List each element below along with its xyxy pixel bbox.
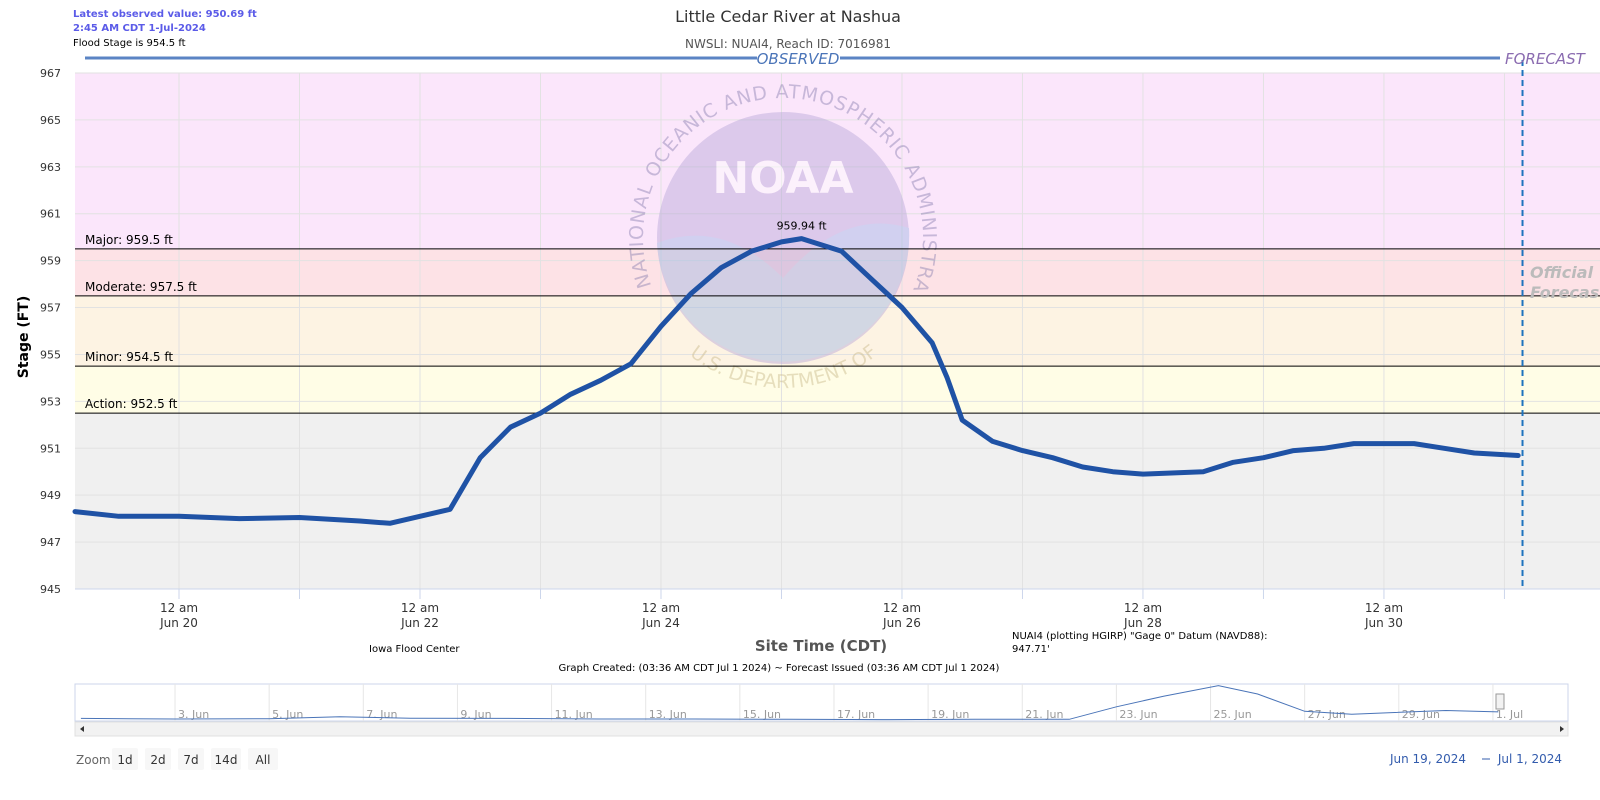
forecast-label: FORECAST	[1505, 50, 1587, 68]
scroll-arrow[interactable]	[1560, 726, 1564, 732]
navigator-handle[interactable]	[1495, 693, 1505, 710]
x-tick-label: 12 am	[1365, 601, 1403, 615]
observed-label: OBSERVED	[757, 50, 840, 68]
x-tick-label: Jun 28	[1123, 616, 1162, 630]
navigator-label: 27. Jun	[1308, 708, 1346, 721]
zoom-button[interactable]	[145, 748, 171, 770]
threshold-label: Minor: 954.5 ft	[85, 350, 173, 364]
navigator-label: 15. Jun	[743, 708, 781, 721]
x-tick-label: 12 am	[1124, 601, 1162, 615]
band	[75, 413, 1600, 589]
threshold-label: Action: 952.5 ft	[85, 397, 178, 411]
zoom-button[interactable]	[178, 748, 204, 770]
navigator-line	[80, 685, 1499, 721]
zoom-button-label[interactable]: 1d	[117, 753, 132, 767]
y-tick-label: 961	[40, 208, 61, 221]
scrollbar[interactable]	[74, 721, 1569, 737]
chart-subtitle: NWSLI: NUAI4, Reach ID: 7016981	[685, 37, 891, 51]
navigator-label: 17. Jun	[837, 708, 875, 721]
x-axis-title: Site Time (CDT)	[755, 637, 887, 655]
navigator-label: 11. Jun	[555, 708, 593, 721]
zoom-button-label[interactable]: 2d	[150, 753, 165, 767]
peak-label: 959.94 ft	[777, 220, 828, 233]
band	[75, 73, 1600, 249]
y-tick-label: 957	[40, 302, 61, 315]
navigator-label: 9. Jun	[460, 708, 491, 721]
credit: NUAI4 (plotting HGIRP) "Gage 0" Datum (N…	[1012, 631, 1267, 642]
navigator	[74, 683, 1569, 722]
zoom-button[interactable]	[248, 748, 278, 770]
chart-title: Little Cedar River at Nashua	[675, 7, 901, 26]
latest-value: Latest observed value: 950.69 ft	[73, 9, 257, 20]
logo-top	[657, 112, 909, 364]
x-tick-label: 12 am	[883, 601, 921, 615]
range-to[interactable]: Jul 1, 2024	[1497, 752, 1562, 766]
navigator-label: 1. Jul	[1496, 708, 1523, 721]
y-tick-label: 947	[40, 536, 61, 549]
x-tick-label: 12 am	[401, 601, 439, 615]
zoom-label: Zoom	[76, 753, 111, 767]
navigator-label: 25. Jun	[1214, 708, 1252, 721]
latest-time: 2:45 AM CDT 1-Jul-2024	[73, 23, 206, 34]
zoom-button-label[interactable]: 7d	[183, 753, 198, 767]
x-tick-label: Jun 30	[1364, 616, 1403, 630]
navigator-label: 19. Jun	[931, 708, 969, 721]
logo-text: NOAA	[712, 153, 853, 204]
x-tick-label: Jun 26	[882, 616, 921, 630]
navigator-label: 3. Jun	[178, 708, 209, 721]
x-tick-label: Jun 22	[400, 616, 439, 630]
navigator-label: 5. Jun	[272, 708, 303, 721]
flood-stage: Flood Stage is 954.5 ft	[73, 38, 186, 49]
x-tick-label: Jun 24	[641, 616, 680, 630]
scroll-arrow[interactable]	[80, 726, 84, 732]
range-from[interactable]: Jun 19, 2024	[1389, 752, 1466, 766]
y-axis-title: Stage (FT)	[16, 296, 32, 379]
y-tick-label: 967	[40, 67, 61, 80]
zoom-button[interactable]	[211, 748, 241, 770]
y-tick-label: 953	[40, 395, 61, 408]
stage-line	[72, 236, 1521, 526]
forecast-note: Forecast	[1530, 283, 1600, 302]
navigator-label: 7. Jun	[366, 708, 397, 721]
y-tick-label: 963	[40, 161, 61, 174]
y-tick-label: 965	[40, 114, 61, 127]
credit: Graph Created: (03:36 AM CDT Jul 1 2024)…	[559, 663, 1000, 674]
y-tick-label: 945	[40, 583, 61, 596]
x-tick-label: Jun 20	[159, 616, 198, 630]
credit: 947.71'	[1012, 644, 1050, 655]
y-tick-label: 959	[40, 255, 61, 268]
navigator-label: 21. Jun	[1025, 708, 1063, 721]
threshold-label: Moderate: 957.5 ft	[85, 280, 197, 294]
y-tick-label: 955	[40, 348, 61, 361]
x-tick-label: 12 am	[642, 601, 680, 615]
zoom-button-label[interactable]: All	[256, 753, 271, 767]
zoom-button-label[interactable]: 14d	[215, 753, 238, 767]
forecast-note: Official	[1530, 263, 1594, 282]
band	[75, 248, 1600, 296]
zoom-button[interactable]	[112, 748, 138, 770]
band	[75, 366, 1600, 414]
navigator-label: 29. Jun	[1402, 708, 1440, 721]
y-tick-label: 951	[40, 442, 61, 455]
y-tick-label: 949	[40, 489, 61, 502]
credit: Iowa Flood Center	[369, 644, 460, 655]
x-tick-label: 12 am	[160, 601, 198, 615]
threshold-label: Major: 959.5 ft	[85, 233, 173, 247]
navigator-label: 13. Jun	[649, 708, 687, 721]
navigator-label: 23. Jun	[1119, 708, 1157, 721]
